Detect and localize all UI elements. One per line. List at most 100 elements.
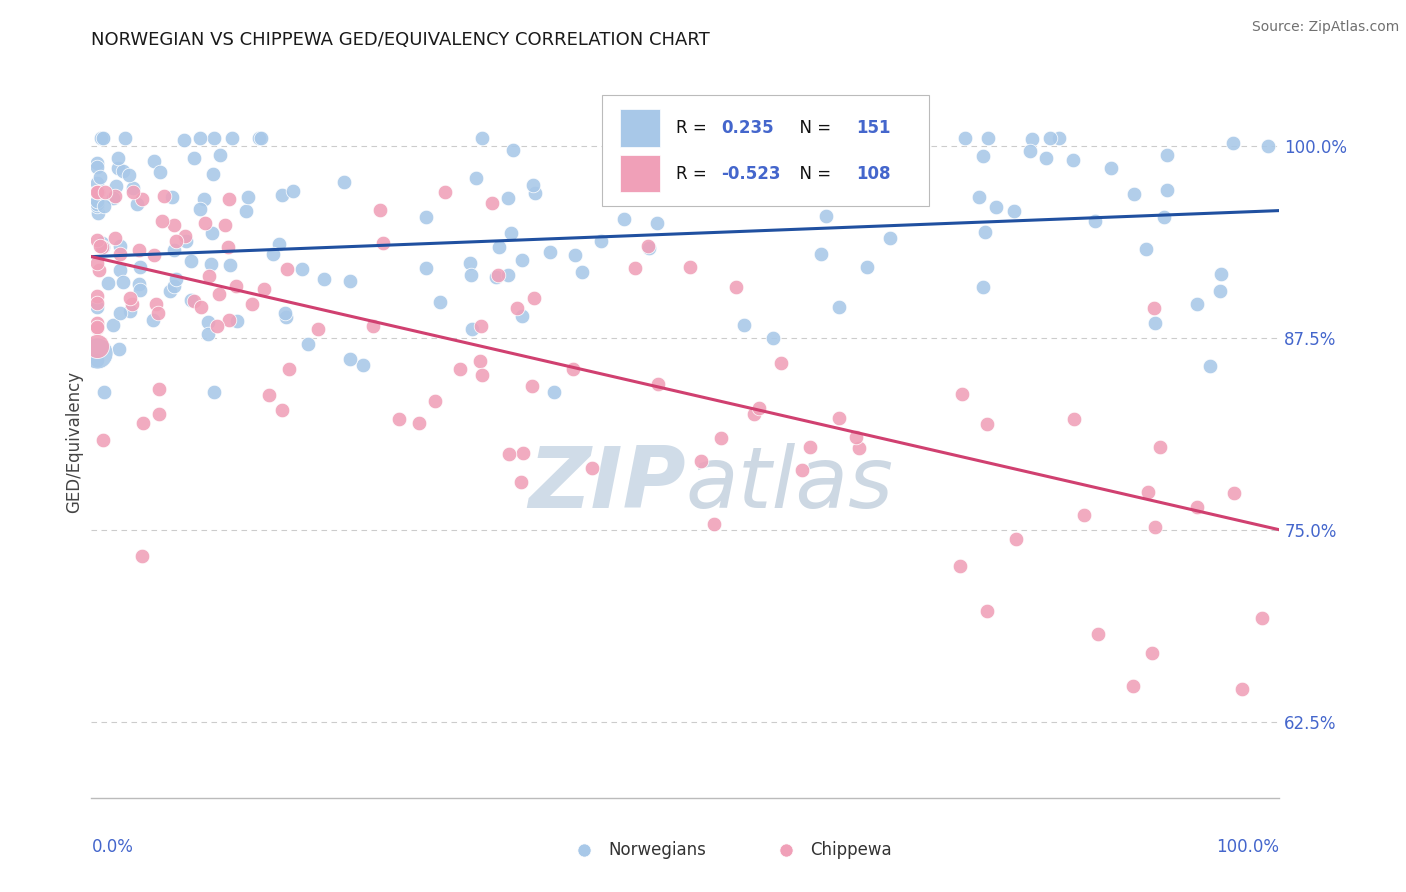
Point: [1035, 151, 1057, 165]
Text: ZIP: ZIP: [527, 442, 685, 526]
Text: Chippewa: Chippewa: [810, 841, 891, 859]
Point: [86, 316, 108, 330]
Point: [1018, 144, 1040, 158]
Point: [845, 430, 868, 444]
Point: [278, 361, 301, 376]
Point: [86, 256, 108, 270]
Point: [198, 268, 221, 283]
Point: [202, 167, 225, 181]
Point: [112, 275, 135, 289]
Point: [190, 300, 212, 314]
Point: [159, 284, 181, 298]
Point: [891, 147, 914, 161]
Point: [86, 296, 108, 310]
Point: [114, 131, 136, 145]
Point: [1073, 508, 1095, 523]
Text: Source: ZipAtlas.com: Source: ZipAtlas.com: [1251, 20, 1399, 34]
Point: [908, 131, 931, 145]
Point: [613, 212, 636, 227]
Point: [974, 225, 997, 239]
Point: [415, 210, 437, 224]
Point: [538, 245, 561, 260]
Point: [470, 318, 492, 333]
Point: [207, 318, 229, 333]
Point: [150, 213, 173, 227]
Point: [274, 306, 297, 320]
Text: atlas: atlas: [685, 442, 893, 526]
Point: [848, 442, 870, 456]
Point: [219, 258, 242, 272]
Point: [770, 356, 793, 370]
Point: [976, 604, 998, 618]
Point: [86, 185, 108, 199]
Point: [953, 131, 976, 145]
Point: [523, 291, 546, 305]
Point: [163, 278, 186, 293]
Point: [1222, 136, 1244, 150]
Point: [86, 233, 108, 247]
Point: [103, 318, 125, 333]
Point: [984, 200, 1007, 214]
Point: [208, 286, 231, 301]
Text: -0.523: -0.523: [721, 164, 780, 183]
Point: [250, 131, 273, 145]
Point: [90, 131, 112, 145]
Point: [498, 447, 520, 461]
Point: [827, 300, 849, 314]
Point: [148, 382, 170, 396]
Point: [174, 235, 197, 249]
Point: [128, 260, 150, 274]
Point: [637, 239, 659, 253]
Point: [703, 516, 725, 531]
Point: [110, 247, 132, 261]
Point: [339, 351, 361, 366]
Point: [86, 352, 108, 367]
Point: [332, 175, 354, 189]
Point: [86, 160, 108, 174]
Point: [1257, 139, 1279, 153]
Text: N =: N =: [789, 119, 837, 137]
Point: [107, 152, 129, 166]
Point: [1084, 214, 1107, 228]
Text: 151: 151: [856, 119, 891, 137]
Point: [1156, 184, 1178, 198]
Point: [125, 197, 148, 211]
Point: [1251, 611, 1274, 625]
Point: [257, 388, 280, 402]
Point: [522, 178, 544, 192]
Point: [253, 282, 276, 296]
Point: [690, 454, 713, 468]
Point: [605, 131, 627, 145]
Point: [142, 312, 165, 326]
Text: 0.0%: 0.0%: [91, 838, 134, 855]
Point: [425, 394, 447, 409]
Point: [218, 193, 240, 207]
Point: [481, 196, 503, 211]
Point: [165, 272, 187, 286]
Point: [297, 336, 319, 351]
Point: [512, 253, 534, 268]
Point: [512, 445, 534, 459]
Text: R =: R =: [676, 119, 711, 137]
Point: [162, 190, 184, 204]
Point: [91, 131, 114, 145]
Point: [972, 148, 994, 162]
Point: [89, 170, 111, 185]
Point: [214, 218, 236, 232]
Point: [180, 253, 202, 268]
Point: [509, 475, 531, 489]
Point: [202, 131, 225, 145]
Point: [1209, 284, 1232, 298]
FancyBboxPatch shape: [620, 155, 661, 192]
Point: [1153, 210, 1175, 224]
Point: [194, 216, 217, 230]
Point: [131, 549, 153, 563]
Point: [270, 188, 292, 202]
Text: R =: R =: [676, 164, 711, 183]
Point: [236, 189, 259, 203]
Point: [1135, 242, 1157, 256]
Point: [879, 230, 901, 244]
Point: [460, 256, 482, 270]
Point: [1002, 204, 1025, 219]
Point: [86, 176, 108, 190]
